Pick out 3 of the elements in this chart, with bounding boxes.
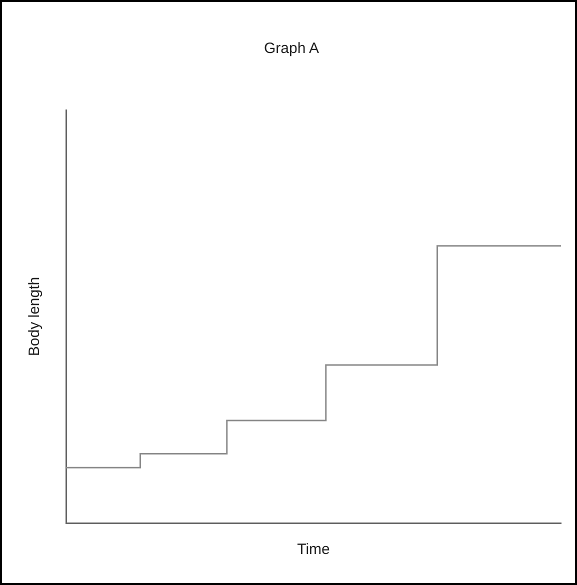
chart-title: Graph A [264,40,320,58]
y-axis-title: Body length [26,276,44,356]
x-axis-title: Time [297,541,330,558]
